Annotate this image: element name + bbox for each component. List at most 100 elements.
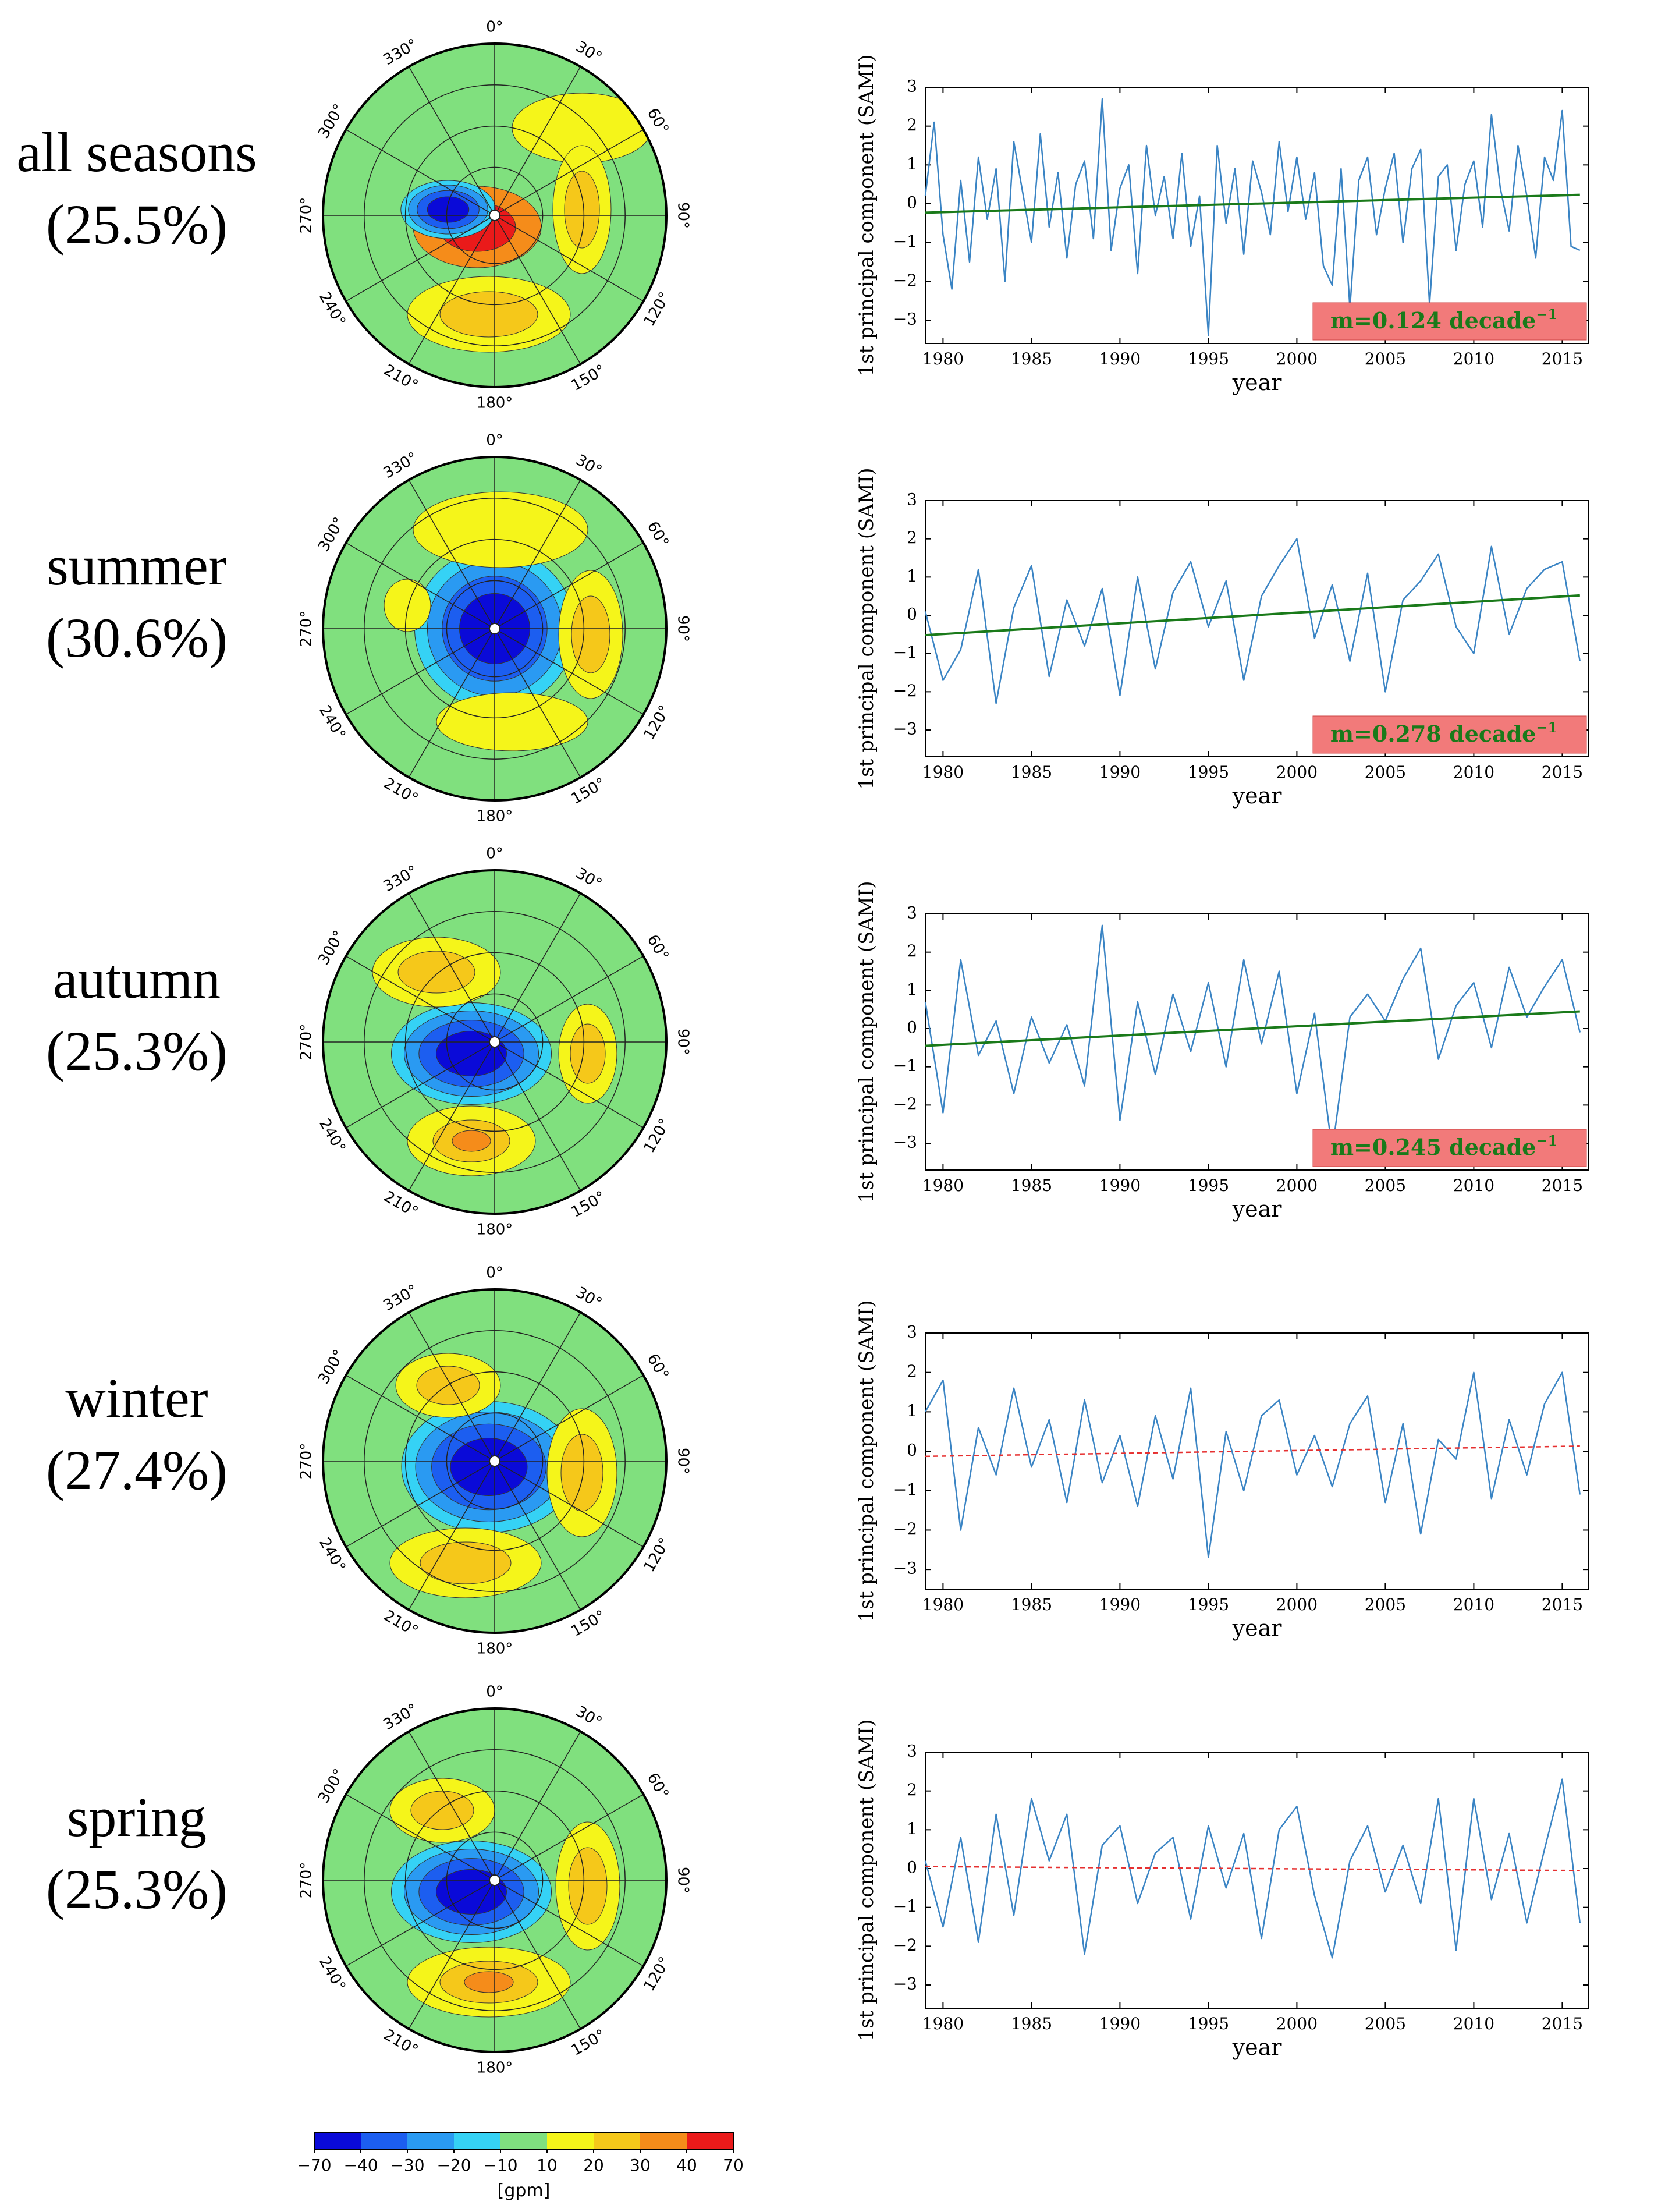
positive-anomaly-contour bbox=[436, 692, 588, 751]
meridian-line bbox=[494, 1312, 581, 1462]
x-tick-label: 1995 bbox=[1188, 349, 1229, 368]
meridian-line bbox=[346, 215, 495, 302]
x-tick-label: 1980 bbox=[922, 1176, 964, 1195]
x-tick-label: 2010 bbox=[1453, 1595, 1494, 1614]
y-tick-label: 0 bbox=[907, 193, 917, 212]
x-tick-label: 2000 bbox=[1276, 2014, 1318, 2033]
y-tick-label: 0 bbox=[907, 1441, 917, 1460]
x-axis-label: year bbox=[1232, 1615, 1283, 1641]
y-tick-label: 3 bbox=[907, 77, 917, 96]
x-tick-label: 1980 bbox=[922, 2014, 964, 2033]
meridian-line bbox=[346, 1374, 495, 1462]
positive-anomaly-contour bbox=[384, 579, 431, 632]
x-tick-label: 2010 bbox=[1453, 1176, 1494, 1195]
colorbar-tick-label: −40 bbox=[343, 2156, 378, 2175]
sam-index-line bbox=[924, 1778, 1581, 1959]
meridian-line bbox=[494, 628, 581, 778]
y-tick-label: 1 bbox=[907, 1401, 917, 1420]
polar-map-svg: 0°30°60°90°120°150°180°210°240°270°300°3… bbox=[298, 432, 692, 825]
colorbar-segment bbox=[407, 2132, 455, 2150]
x-tick-label: 1985 bbox=[1011, 349, 1052, 368]
negative-anomaly-contour bbox=[450, 1438, 528, 1496]
meridian-line bbox=[494, 1041, 644, 1129]
time-series-svg: −3 −2 −1 0 1 2 3 1980 1985 1990 1995 2000 2005 2010 20… bbox=[855, 1300, 1589, 1641]
colorbar-tick-label: 20 bbox=[583, 2156, 604, 2175]
meridian-line bbox=[494, 893, 581, 1043]
polar-map: 0° 30° 60° 90° 120° 150° 180° 210° 240° 270° 300° 3… bbox=[291, 1676, 698, 2084]
longitude-label: 180° bbox=[477, 808, 513, 825]
longitude-label: 180° bbox=[477, 395, 513, 412]
meridian-line bbox=[494, 628, 644, 715]
positive-anomaly-contour bbox=[571, 595, 610, 673]
colorbar-segment bbox=[454, 2132, 501, 2150]
south-pole-marker bbox=[489, 210, 500, 221]
season-variance: (27.4%) bbox=[46, 1439, 228, 1501]
y-tick-label: −2 bbox=[893, 1936, 917, 1955]
y-tick-label: −2 bbox=[893, 1519, 917, 1539]
season-variance: (30.6%) bbox=[46, 607, 228, 669]
y-tick-label: 1 bbox=[907, 1819, 917, 1838]
trend-line bbox=[925, 594, 1580, 637]
x-tick-label: 1990 bbox=[1099, 1595, 1141, 1614]
polar-map: 0° 30° 60° 90° 120° 150° 180° 210° 240° 270° 300° 3… bbox=[291, 1257, 698, 1665]
x-tick-label: 2000 bbox=[1276, 1595, 1318, 1614]
x-tick-label: 2000 bbox=[1276, 763, 1318, 782]
trend-line bbox=[925, 1010, 1580, 1047]
colorbar-tick-label: 10 bbox=[537, 2156, 558, 2175]
meridian-line bbox=[408, 1312, 495, 1462]
season-name: winter bbox=[65, 1367, 208, 1429]
sam-index-line bbox=[924, 924, 1581, 1152]
meridian-line bbox=[494, 215, 581, 364]
x-tick-label: 1980 bbox=[922, 763, 964, 782]
y-tick-label: 0 bbox=[907, 1018, 917, 1037]
time-series-svg: −3 −2 −1 0 1 2 3 1980 1985 1990 1995 2000 2005 2010 20… bbox=[855, 1720, 1589, 2060]
x-tick-label: 1985 bbox=[1011, 2014, 1052, 2033]
panel-row: spring (25.3%) 0° 30° 60° 90° 120° 150° 180° 21… bbox=[0, 1676, 1665, 2084]
map-border bbox=[322, 869, 668, 1215]
polar-map: 0° 30° 60° 90° 120° 150° 180° 210° 240° 270° 300° 3… bbox=[291, 838, 698, 1246]
meridian-line bbox=[408, 1041, 495, 1191]
meridian-line bbox=[494, 66, 581, 216]
x-tick-label: 1980 bbox=[922, 1595, 964, 1614]
y-tick-label: −3 bbox=[893, 1559, 917, 1578]
x-tick-label: 1995 bbox=[1188, 763, 1229, 782]
colorbar-tick-label: −30 bbox=[390, 2156, 424, 2175]
y-tick-label: 2 bbox=[907, 1780, 917, 1799]
positive-anomaly-contour bbox=[397, 951, 475, 994]
x-tick-label: 2000 bbox=[1276, 349, 1318, 368]
longitude-label: 270° bbox=[298, 611, 315, 647]
x-tick-label: 2010 bbox=[1453, 2014, 1494, 2033]
south-pole-marker bbox=[489, 1036, 500, 1048]
y-axis-label: 1st principal component (SAMI) bbox=[855, 1720, 878, 2041]
longitude-label: 0° bbox=[486, 1264, 503, 1282]
colorbar: −70 −40 −30 −20 −10 10 20 30 40 70 [gpm] bbox=[285, 2128, 768, 2209]
sam-index-line bbox=[924, 98, 1581, 336]
x-tick-label: 2015 bbox=[1542, 2014, 1583, 2033]
negative-anomaly-contour bbox=[427, 196, 470, 223]
y-tick-label: −2 bbox=[893, 1094, 917, 1114]
season-variance: (25.3%) bbox=[46, 1020, 228, 1082]
season-label: spring (25.3%) bbox=[0, 1781, 274, 1926]
y-tick-label: −1 bbox=[893, 1056, 917, 1075]
trend-annotation-exponent: −1 bbox=[1536, 306, 1557, 322]
longitude-label: 180° bbox=[477, 2059, 513, 2077]
longitude-label: 60° bbox=[644, 519, 672, 551]
colorbar-frame bbox=[314, 2132, 734, 2150]
trend-annotation-exponent: −1 bbox=[1536, 1132, 1557, 1149]
y-tick-label: 2 bbox=[907, 941, 917, 960]
positive-anomaly-contour bbox=[568, 1847, 608, 1925]
meridian-line bbox=[494, 955, 644, 1043]
y-tick-label: 1 bbox=[907, 566, 917, 586]
season-variance: (25.5%) bbox=[46, 193, 228, 256]
positive-anomaly-contour bbox=[464, 1971, 514, 1993]
plot-frame bbox=[925, 87, 1589, 344]
meridian-line bbox=[346, 1880, 495, 1967]
time-series-chart: −3 −2 −1 0 1 2 3 1980 1985 1990 1995 2000 2005 2010 20… bbox=[826, 1257, 1606, 1665]
x-axis-label: year bbox=[1232, 2034, 1283, 2060]
colorbar-segment bbox=[314, 2132, 361, 2150]
longitude-label: 30° bbox=[573, 38, 605, 66]
colorbar-svg: −70 −40 −30 −20 −10 10 20 30 40 70 [gpm] bbox=[297, 2132, 744, 2201]
trend-line bbox=[925, 1866, 1580, 1871]
meridian-line bbox=[494, 1880, 644, 1967]
y-tick-label: 3 bbox=[907, 1742, 917, 1761]
